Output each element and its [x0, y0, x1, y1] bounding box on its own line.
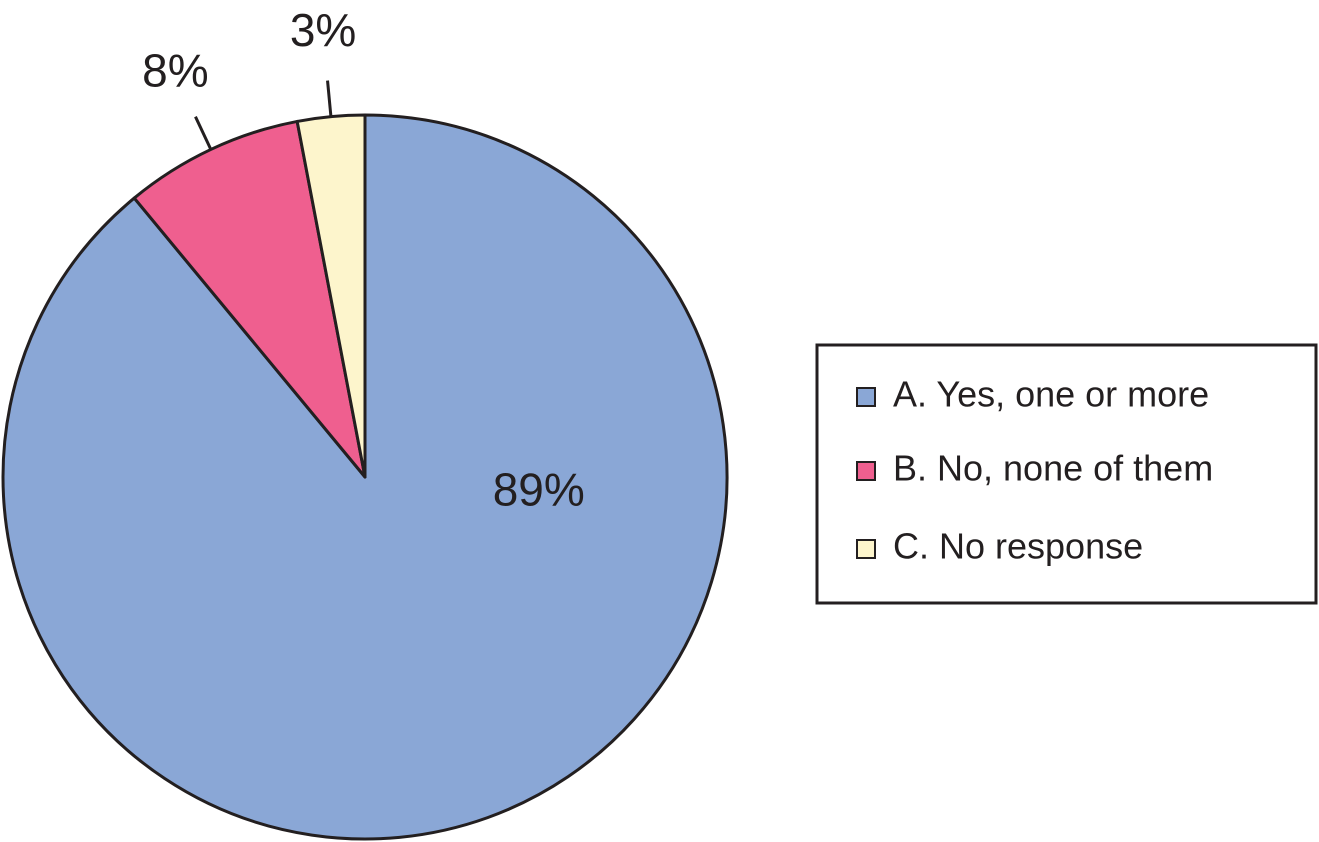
legend-swatch [856, 461, 876, 481]
legend-label: C. No response [893, 526, 1143, 567]
legend-label: B. No, none of them [893, 448, 1213, 489]
legend-swatch [856, 387, 876, 407]
data-label: 8% [142, 44, 208, 96]
legend-swatch [856, 539, 876, 559]
data-label: 89% [493, 463, 585, 515]
pie-slice [295, 113, 367, 479]
legend-box [815, 343, 1318, 605]
legend-label: A. Yes, one or more [893, 374, 1209, 415]
leader-line [194, 116, 213, 151]
data-label: 3% [290, 4, 356, 56]
leader-line [326, 80, 333, 117]
pie-slice [132, 119, 367, 479]
